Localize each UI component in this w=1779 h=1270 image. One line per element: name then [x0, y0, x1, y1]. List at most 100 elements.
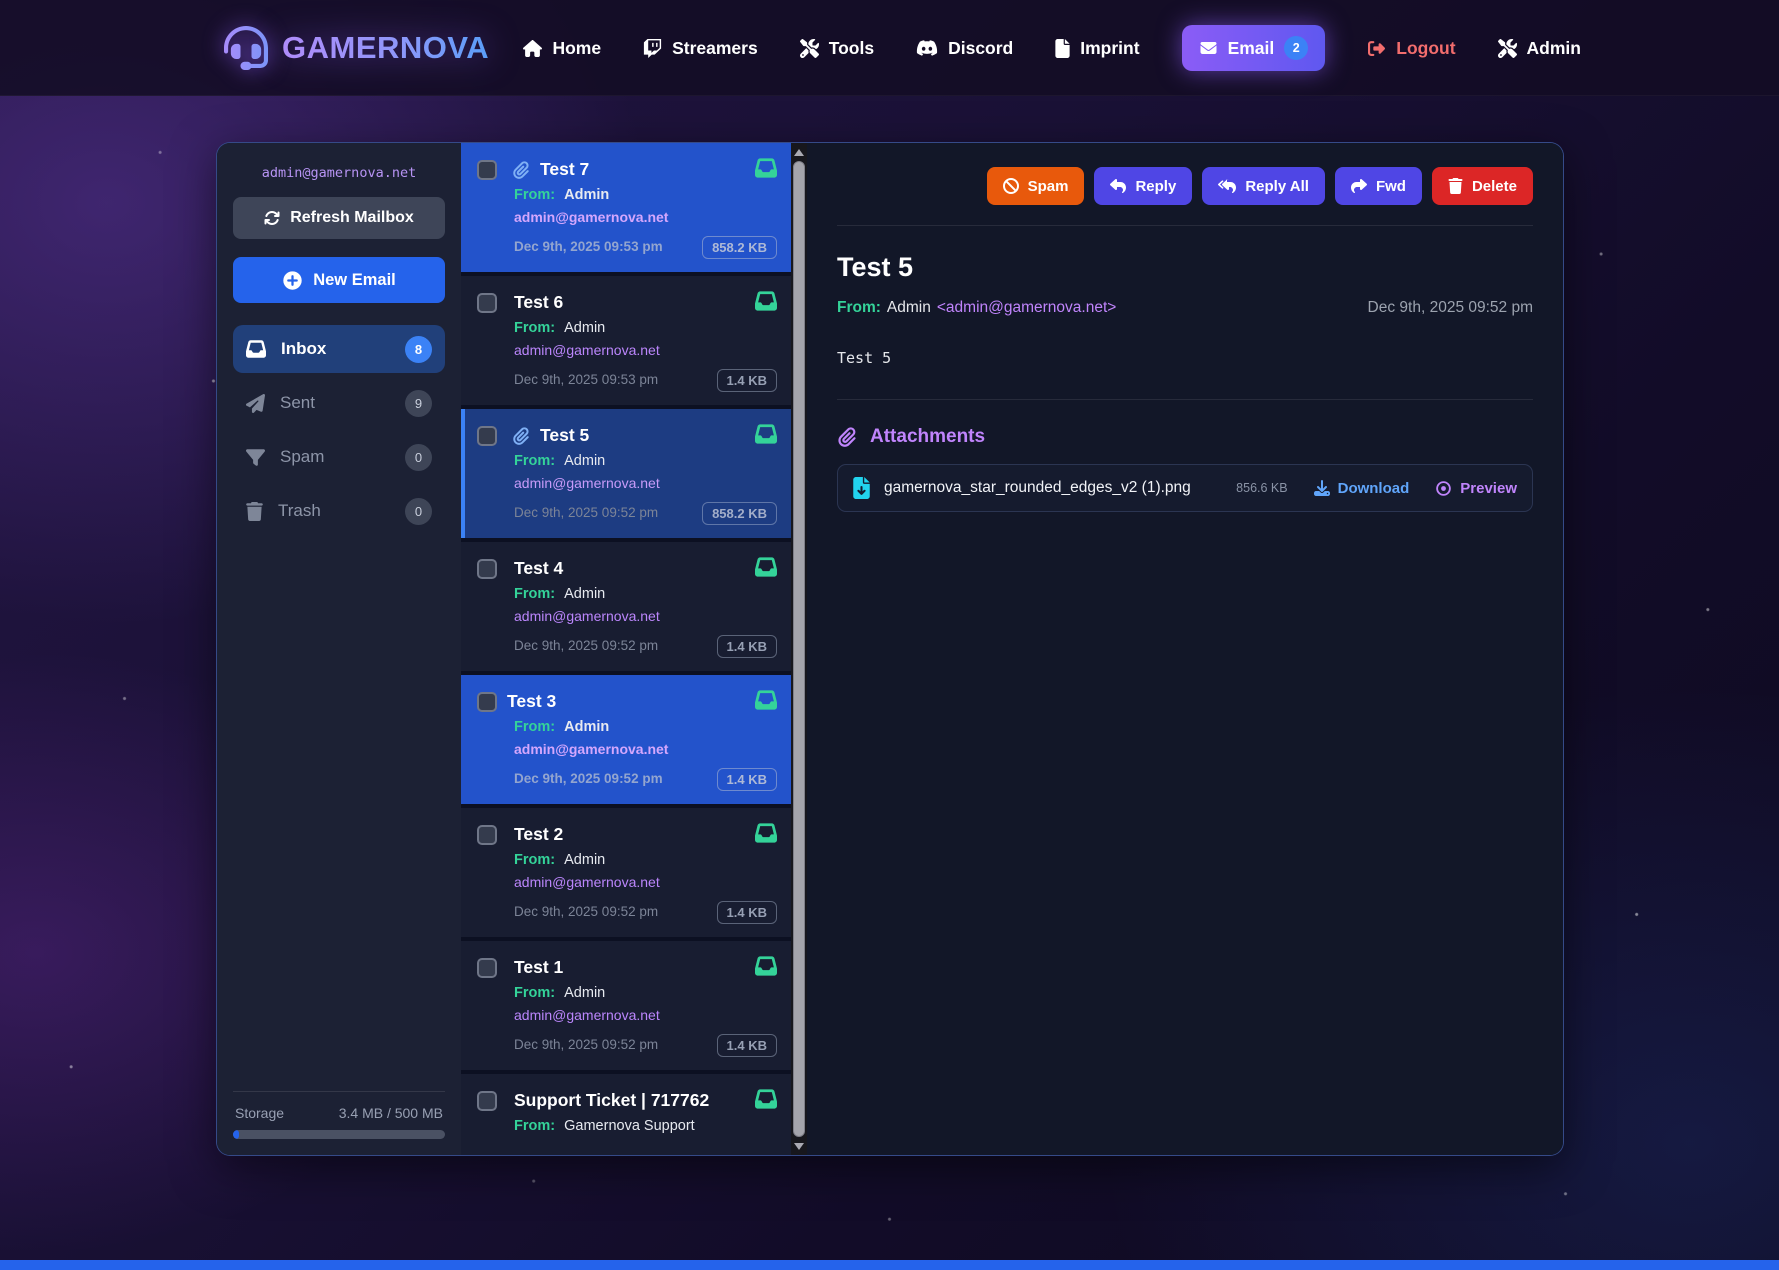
storage-value: 3.4 MB / 500 MB [338, 1105, 443, 1121]
inbox-tray-icon [755, 1088, 777, 1110]
paperclip-icon [837, 427, 857, 447]
brand-logo[interactable]: GAMERNOVA [224, 0, 489, 96]
logout-icon [1367, 40, 1386, 57]
storage-progress-track [233, 1130, 445, 1139]
attachment-preview-link[interactable]: Preview [1435, 480, 1517, 497]
inbox-tray-icon [755, 157, 777, 179]
email-from-name: Admin [564, 852, 606, 868]
email-from-label: From: [514, 985, 556, 1001]
email-list-item[interactable]: Test 7 From: Admin admin@gamernova.net D… [461, 143, 791, 272]
email-list-item[interactable]: Test 3 From: Admin admin@gamernova.net D… [461, 675, 791, 804]
folder-trash[interactable]: Trash 0 [233, 487, 445, 535]
nav-item-tools[interactable]: Tools [799, 38, 874, 59]
spam-button[interactable]: Spam [986, 167, 1085, 205]
storage-section: Storage 3.4 MB / 500 MB [233, 1091, 445, 1139]
inbox-tray-icon [755, 423, 777, 445]
twitch-icon [643, 38, 662, 58]
brand-name: GAMERNOVA [282, 30, 490, 65]
discord-icon [916, 39, 938, 57]
folder-list: Inbox 8 Sent 9 Spam 0 Trash 0 [233, 325, 445, 535]
forward-button[interactable]: Fwd [1334, 167, 1422, 205]
nav-item-email[interactable]: Email 2 [1181, 25, 1326, 71]
message-date: Dec 9th, 2025 09:52 pm [1367, 299, 1533, 316]
email-list-item[interactable]: Test 5 From: Admin admin@gamernova.net D… [461, 409, 791, 538]
scrollbar-thumb[interactable] [793, 161, 805, 1137]
new-email-button[interactable]: New Email [233, 257, 445, 303]
scrollbar-down-arrow[interactable] [791, 1137, 807, 1155]
mail-sidebar: admin@gamernova.net Refresh Mailbox New … [217, 143, 461, 1155]
email-checkbox[interactable] [477, 691, 497, 712]
email-checkbox[interactable] [477, 292, 497, 313]
storage-label: Storage [235, 1105, 285, 1121]
folder-count-badge: 8 [405, 335, 432, 363]
email-list-item[interactable]: Support Ticket | 717762 From: Gamernova … [461, 1074, 791, 1155]
inbox-tray-icon [755, 290, 777, 312]
email-date: Dec 9th, 2025 09:52 pm [514, 505, 659, 520]
folder-sent[interactable]: Sent 9 [233, 379, 445, 427]
email-from-label: From: [514, 453, 556, 469]
email-date: Dec 9th, 2025 09:52 pm [514, 904, 659, 919]
email-size-badge: 1.4 KB [716, 768, 777, 791]
reply-all-icon [1218, 178, 1237, 194]
email-checkbox[interactable] [477, 1090, 497, 1111]
email-date: Dec 9th, 2025 09:52 pm [514, 1037, 659, 1052]
top-navbar: GAMERNOVA Home Streamers Tools Discord I… [0, 0, 1779, 96]
inbox-tray-icon [755, 689, 777, 711]
attachment-download-link[interactable]: Download [1313, 480, 1409, 497]
email-subject: Test 4 [514, 558, 564, 578]
nav-item-home[interactable]: Home [523, 38, 601, 59]
delete-button[interactable]: Delete [1431, 167, 1533, 205]
email-sender-address: admin@gamernova.net [514, 874, 660, 890]
paper-plane-icon [246, 393, 265, 413]
email-list-item[interactable]: Test 2 From: Admin admin@gamernova.net D… [461, 808, 791, 937]
email-size-badge: 858.2 KB [702, 502, 777, 525]
email-sender-address: admin@gamernova.net [514, 608, 660, 624]
envelope-icon [1199, 40, 1218, 56]
nav-item-admin[interactable]: Admin [1497, 38, 1581, 59]
refresh-mailbox-button[interactable]: Refresh Mailbox [233, 197, 445, 239]
email-checkbox[interactable] [477, 558, 497, 579]
email-size-badge: 1.4 KB [716, 1034, 777, 1057]
nav-item-streamers[interactable]: Streamers [643, 38, 758, 59]
nav-item-discord[interactable]: Discord [916, 38, 1013, 59]
reader-divider [837, 225, 1533, 226]
email-checkbox[interactable] [477, 824, 497, 845]
reply-icon [1110, 178, 1127, 194]
email-subject: Test 3 [507, 691, 557, 711]
email-from-label: From: [514, 852, 556, 868]
email-list-item[interactable]: Test 1 From: Admin admin@gamernova.net D… [461, 941, 791, 1070]
email-size-badge: 1.4 KB [716, 635, 777, 658]
email-checkbox[interactable] [477, 957, 497, 978]
reply-all-button[interactable]: Reply All [1202, 167, 1325, 205]
forward-icon [1350, 178, 1367, 194]
attachment-row: gamernova_star_rounded_edges_v2 (1).png … [837, 464, 1533, 512]
email-checkbox[interactable] [477, 159, 497, 180]
attachment-size: 856.6 KB [1236, 481, 1288, 495]
email-list-scrollbar[interactable] [791, 143, 807, 1155]
storage-divider [233, 1091, 445, 1092]
reply-button[interactable]: Reply [1094, 167, 1193, 205]
email-from-name: Admin [564, 320, 606, 336]
email-reader: Spam Reply Reply All Fwd Delete [807, 143, 1563, 1155]
email-sender-address: admin@gamernova.net [514, 1007, 660, 1023]
email-subject: Test 1 [514, 957, 564, 977]
email-from-label: From: [514, 1118, 556, 1134]
refresh-icon [264, 210, 280, 226]
email-list-item[interactable]: Test 6 From: Admin admin@gamernova.net D… [461, 276, 791, 405]
email-list-item[interactable]: Test 4 From: Admin admin@gamernova.net D… [461, 542, 791, 671]
from-label: From: [837, 299, 881, 316]
email-subject: Test 2 [514, 824, 564, 844]
email-subject: Test 6 [514, 292, 564, 312]
nav-item-imprint[interactable]: Imprint [1055, 38, 1140, 59]
email-from-label: From: [514, 187, 556, 203]
email-checkbox[interactable] [477, 425, 497, 446]
inbox-tray-icon [755, 955, 777, 977]
nav-item-logout[interactable]: Logout [1367, 38, 1456, 59]
folder-inbox[interactable]: Inbox 8 [233, 325, 445, 373]
scrollbar-up-arrow[interactable] [791, 143, 807, 161]
folder-spam[interactable]: Spam 0 [233, 433, 445, 481]
home-icon [523, 39, 543, 58]
email-from-label: From: [514, 586, 556, 602]
reader-toolbar: Spam Reply Reply All Fwd Delete [837, 167, 1533, 205]
